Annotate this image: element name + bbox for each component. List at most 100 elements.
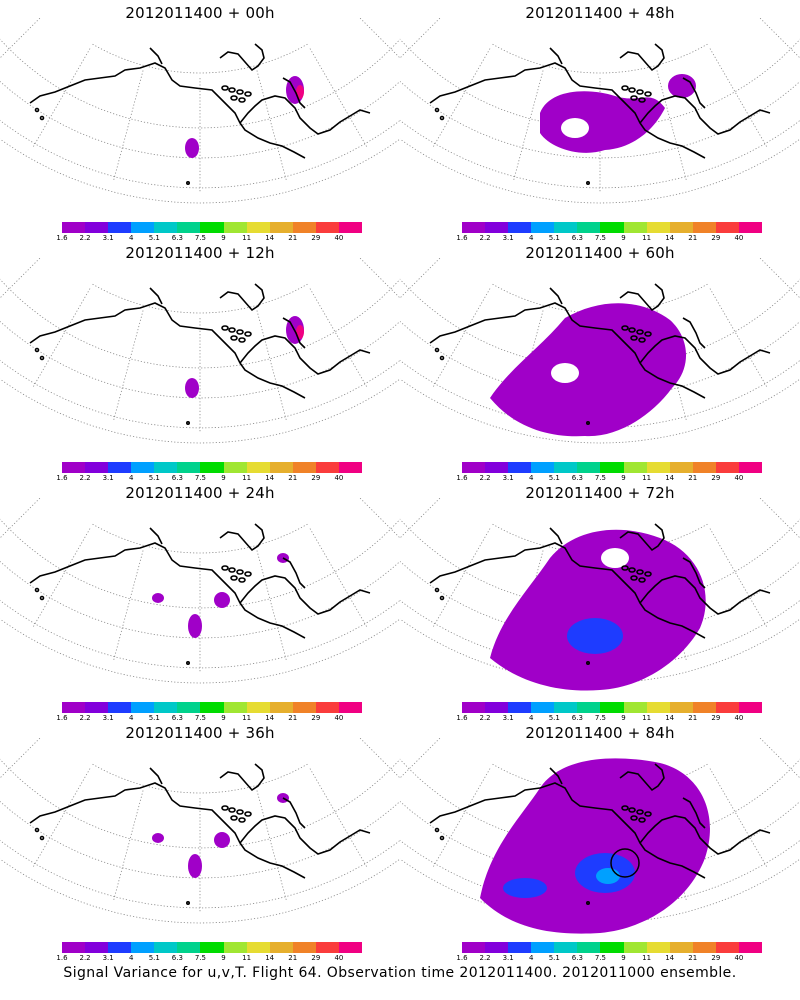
figure-caption: Signal Variance for u,v,T. Flight 64. Ob… [63, 965, 737, 981]
colorbar-swatch [62, 462, 86, 473]
colorbar-tick-label: 4 [128, 714, 134, 722]
colorbar-swatch [623, 942, 647, 953]
colorbar-swatch [200, 942, 224, 953]
coastline [429, 43, 771, 186]
colorbar-tick-label: 14 [265, 954, 275, 962]
colorbar-tick-label: 9 [221, 954, 226, 962]
colorbar-swatch [485, 702, 509, 713]
map-6 [0, 738, 400, 924]
colorbar-tick-label: 3.1 [502, 474, 514, 482]
colorbar-swatch [246, 942, 270, 953]
colorbar-tick-label: 40 [734, 474, 744, 482]
colorbar-tick-label: 7.5 [194, 474, 207, 482]
colorbar-swatch [131, 462, 155, 473]
map-7 [400, 738, 800, 934]
colorbar-swatch [269, 462, 293, 473]
colorbar-tick-label: 4 [528, 714, 534, 722]
colorbar-tick-label: 40 [334, 474, 344, 482]
colorbar-labels: 1.6 2.2 3.1 4 5.1 6.3 7.5 9 11 14 21 29 40 [456, 234, 762, 244]
variance-field [490, 303, 687, 437]
colorbar-swatch [177, 942, 201, 953]
colorbar-swatch [715, 942, 739, 953]
colorbar-swatch [485, 222, 509, 233]
coastline [429, 283, 771, 426]
colorbar-swatch [646, 462, 670, 473]
colorbar-tick-label: 6.3 [571, 714, 583, 722]
colorbar-tick-label: 21 [688, 474, 698, 482]
colorbar-tick-label: 1.6 [456, 954, 468, 962]
colorbar-swatch [338, 702, 363, 713]
colorbar-tick-label: 6.3 [171, 474, 183, 482]
colorbar-swatch [62, 942, 86, 953]
colorbar-tick-label: 6.3 [171, 954, 183, 962]
colorbar-tick-label: 6.3 [171, 234, 183, 242]
colorbar-swatch [715, 702, 739, 713]
colorbar-labels: 1.6 2.2 3.1 4 5.1 6.3 7.5 9 11 14 21 29 40 [56, 474, 362, 484]
colorbar-tick-label: 1.6 [456, 714, 468, 722]
colorbar-swatch [154, 462, 178, 473]
colorbar-swatch [600, 702, 624, 713]
map-2 [0, 258, 400, 444]
colorbar-swatch [292, 702, 316, 713]
colorbar-labels: 1.6 2.2 3.1 4 5.1 6.3 7.5 9 11 14 21 29 40 [456, 954, 762, 964]
colorbar [62, 222, 363, 233]
colorbar-tick-label: 7.5 [194, 714, 207, 722]
panel-0: 2012011400 + 00h 1.6 2.2 3.1 4 5.1 6.3 7.5 9 11 14… [0, 0, 400, 245]
colorbar-swatch [508, 702, 532, 713]
panel-6: 2012011400 + 36h 1.6 2.2 3.1 4 5.1 6.3 7.5 9 11 14… [0, 720, 400, 965]
colorbar-tick-label: 29 [311, 474, 321, 482]
colorbar-swatch [738, 942, 763, 953]
colorbar-tick-label: 1.6 [456, 234, 468, 242]
colorbar-swatch [223, 462, 247, 473]
colorbar-swatch [554, 702, 578, 713]
colorbar-tick-label: 9 [621, 234, 626, 242]
colorbar-tick-label: 2.2 [79, 234, 91, 242]
colorbar-swatch [623, 462, 647, 473]
colorbar-tick-label: 3.1 [502, 714, 514, 722]
colorbar-tick-label: 21 [288, 474, 298, 482]
colorbar-tick-label: 5.1 [548, 474, 560, 482]
colorbar-swatch [738, 462, 763, 473]
colorbar-swatch [292, 462, 316, 473]
colorbar-swatch [62, 222, 86, 233]
colorbar-tick-label: 1.6 [56, 234, 68, 242]
colorbar-swatch [623, 222, 647, 233]
panel-title: 2012011400 + 60h [525, 244, 675, 262]
colorbar-labels: 1.6 2.2 3.1 4 5.1 6.3 7.5 9 11 14 21 29 40 [456, 714, 762, 724]
colorbar-tick-label: 6.3 [571, 474, 583, 482]
colorbar-tick-label: 7.5 [594, 234, 607, 242]
colorbar-swatch [669, 462, 693, 473]
colorbar-swatch [462, 462, 486, 473]
colorbar-swatch [715, 222, 739, 233]
colorbar-swatch [108, 222, 132, 233]
colorbar-tick-label: 3.1 [502, 954, 514, 962]
colorbar-swatch [131, 222, 155, 233]
colorbar-swatch [269, 702, 293, 713]
colorbar-swatch [269, 942, 293, 953]
colorbar-tick-label: 14 [265, 234, 275, 242]
colorbar-tick-label: 2.2 [79, 954, 91, 962]
colorbar-tick-label: 14 [265, 714, 275, 722]
colorbar-tick-label: 2.2 [79, 714, 91, 722]
colorbar-tick-label: 21 [688, 234, 698, 242]
map-5 [400, 498, 800, 691]
colorbar-tick-label: 40 [734, 234, 744, 242]
colorbar-swatch [531, 702, 555, 713]
map-4 [0, 498, 400, 684]
colorbar-tick-label: 1.6 [56, 714, 68, 722]
colorbar-swatch [315, 942, 339, 953]
colorbar-swatch [508, 462, 532, 473]
colorbar-swatch [462, 942, 486, 953]
colorbar-tick-label: 7.5 [594, 954, 607, 962]
coastline [29, 283, 371, 426]
variance-field [540, 74, 696, 153]
colorbar-swatch [154, 702, 178, 713]
colorbar-swatch [131, 702, 155, 713]
colorbar-tick-label: 11 [642, 234, 652, 242]
colorbar-swatch [246, 462, 270, 473]
colorbar-tick-label: 21 [688, 714, 698, 722]
panel-2: 2012011400 + 12h 1.6 2.2 3.1 4 5.1 6.3 7.5 9 11 14… [0, 240, 400, 485]
colorbar-tick-label: 3.1 [102, 954, 114, 962]
colorbar-tick-label: 5.1 [148, 234, 160, 242]
colorbar-tick-label: 4 [528, 954, 534, 962]
